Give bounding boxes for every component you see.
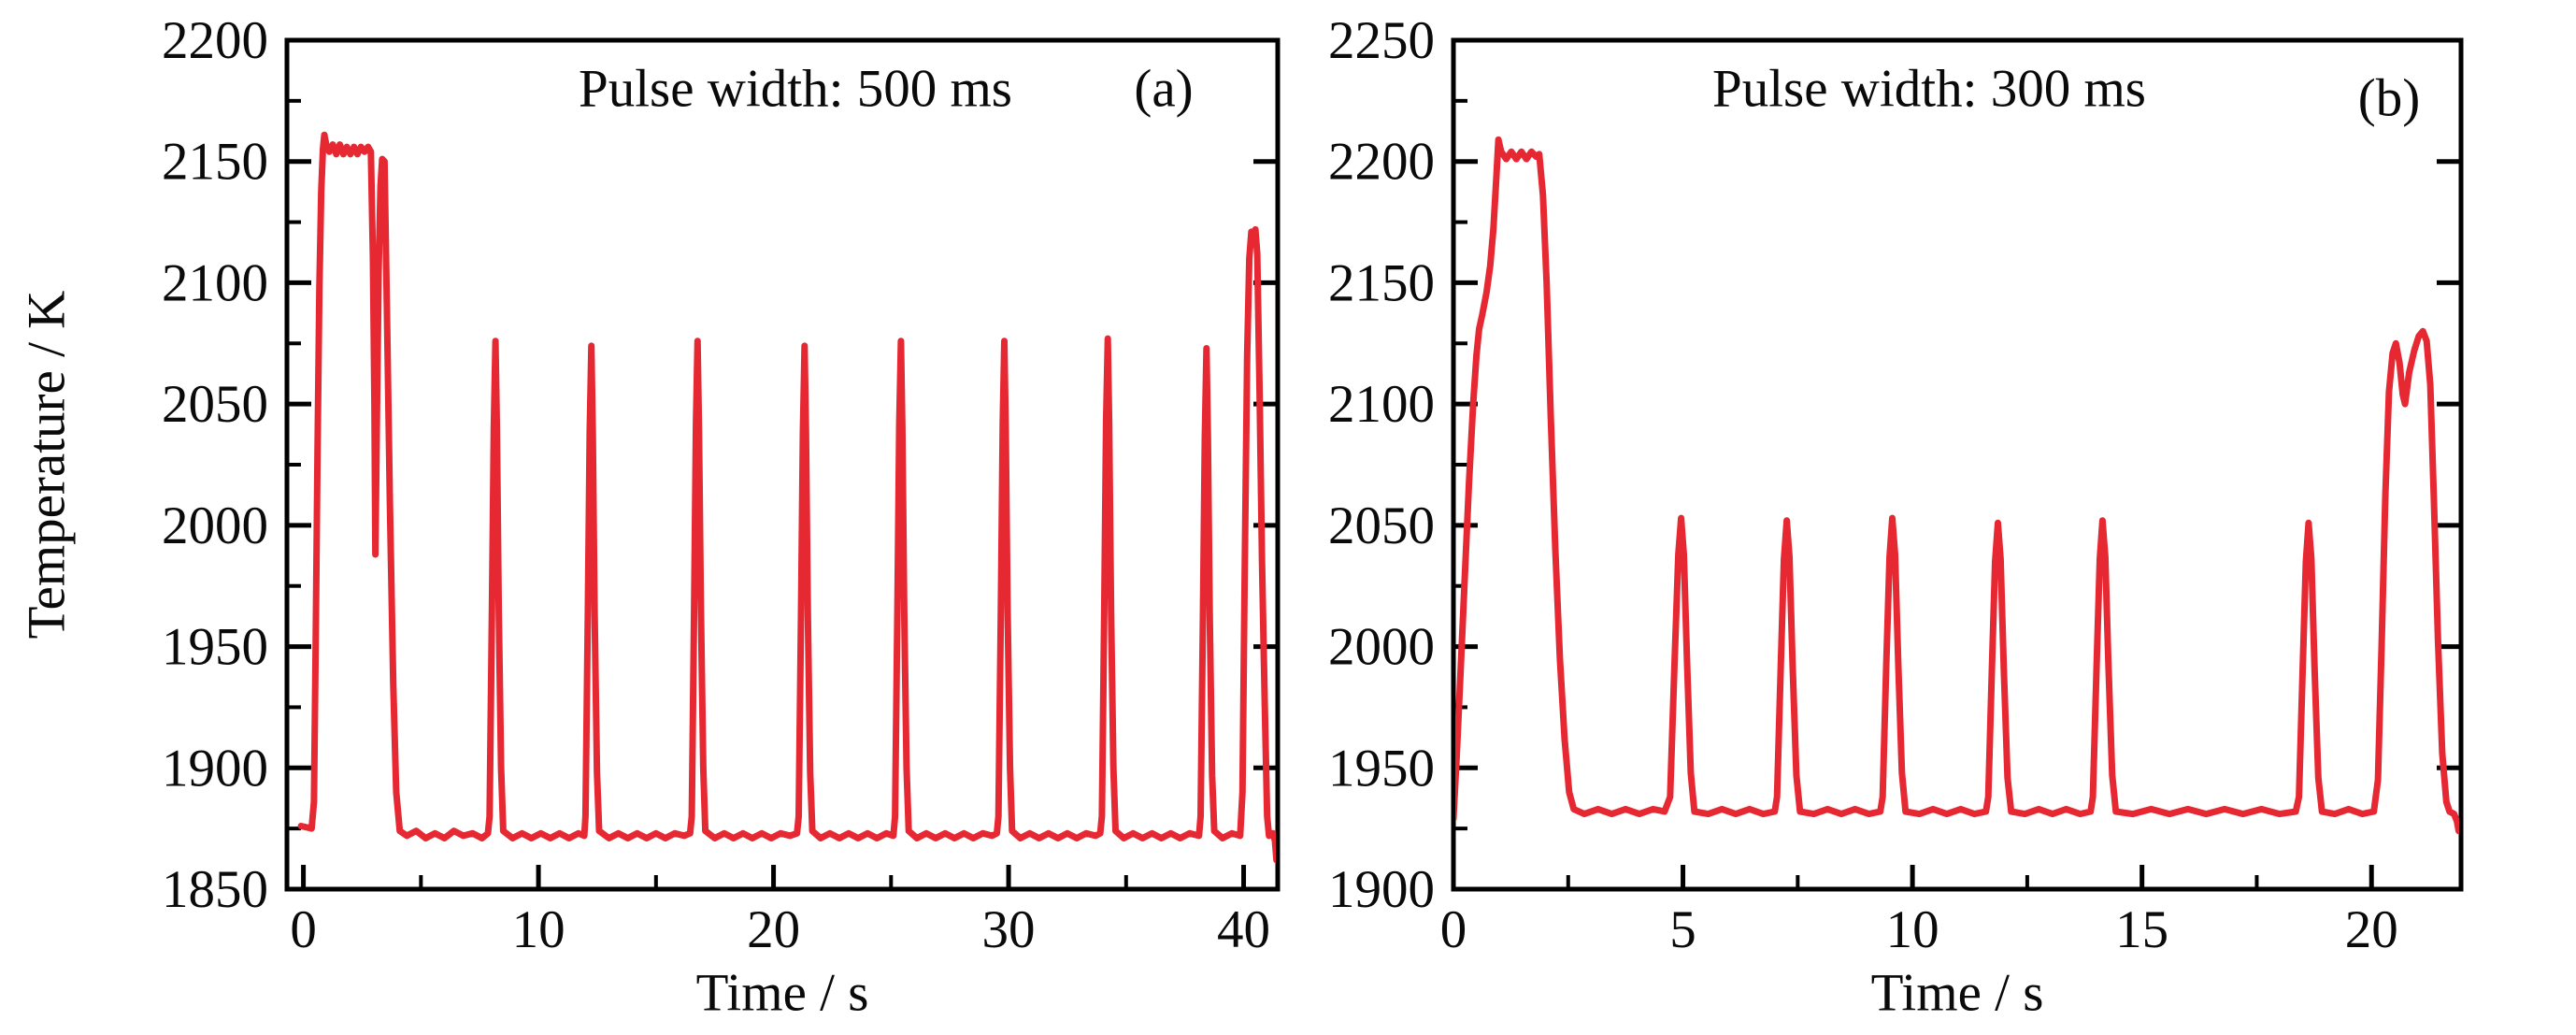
y-tick-label: 2150 bbox=[162, 133, 268, 192]
y-tick-label: 2050 bbox=[1328, 496, 1435, 555]
x-tick-label: 10 bbox=[1886, 900, 1939, 959]
panel-a-x-axis-title: Time / s bbox=[695, 963, 869, 1023]
plot-frame-b bbox=[1451, 37, 2464, 892]
y-tick-label: 2000 bbox=[1328, 618, 1435, 677]
y-tick-label: 2200 bbox=[162, 11, 268, 70]
temperature-trace-a bbox=[297, 131, 1276, 864]
panel-b-x-axis-title: Time / s bbox=[1870, 963, 2044, 1023]
y-tick-label: 2100 bbox=[162, 253, 268, 312]
panel-b-tag: (b) bbox=[2357, 68, 2421, 128]
y-tick-label: 1950 bbox=[1328, 739, 1435, 798]
x-tick-label: 5 bbox=[1669, 900, 1696, 959]
y-tick-label: 1850 bbox=[162, 860, 268, 919]
x-tick-label: 10 bbox=[512, 900, 565, 959]
x-tick-label: 0 bbox=[290, 900, 317, 959]
x-tick-label: 40 bbox=[1217, 900, 1270, 959]
x-tick-label: 0 bbox=[1440, 900, 1467, 959]
y-tick-label: 2000 bbox=[162, 496, 268, 555]
y-tick-label: 2200 bbox=[1328, 133, 1435, 192]
y-tick-label: 1950 bbox=[162, 618, 268, 677]
y-tick-label: 2050 bbox=[162, 375, 268, 434]
x-tick-label: 20 bbox=[747, 900, 800, 959]
temperature-trace-b bbox=[1455, 136, 2459, 835]
plot-frame-a bbox=[284, 37, 1281, 892]
y-axis-title: Temperature / K bbox=[17, 290, 77, 640]
y-tick-label: 2150 bbox=[1328, 253, 1435, 312]
y-tick-label: 2250 bbox=[1328, 11, 1435, 70]
x-tick-label: 20 bbox=[2345, 900, 2398, 959]
y-tick-label: 1900 bbox=[1328, 860, 1435, 919]
panel-a-tag: (a) bbox=[1134, 59, 1194, 119]
panel-a-title: Pulse width: 500 ms bbox=[579, 59, 1012, 119]
x-tick-label: 15 bbox=[2115, 900, 2168, 959]
panel-b-title: Pulse width: 300 ms bbox=[1712, 59, 2146, 119]
y-tick-label: 1900 bbox=[162, 739, 268, 798]
x-tick-label: 30 bbox=[982, 900, 1036, 959]
y-tick-label: 2100 bbox=[1328, 375, 1435, 434]
